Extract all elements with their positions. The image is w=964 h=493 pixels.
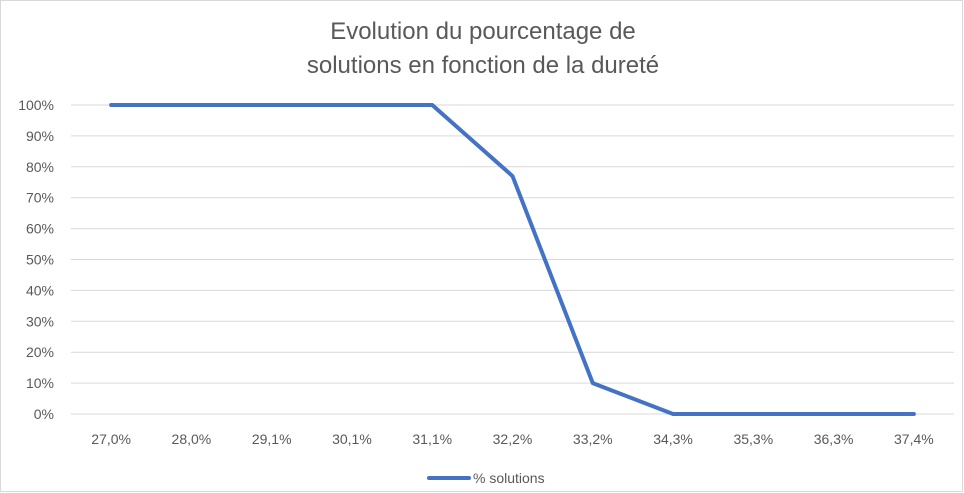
x-tick-label: 31,1% [412,431,452,447]
x-tick-label: 30,1% [332,431,372,447]
x-tick-label: 32,2% [493,431,533,447]
y-tick-label: 70% [26,190,54,206]
y-tick-label: 40% [26,282,54,298]
x-tick-label: 34,3% [653,431,693,447]
chart-title-line-2: solutions en fonction de la dureté [306,52,660,79]
y-tick-label: 90% [26,128,54,144]
x-tick-label: 27,0% [91,431,131,447]
y-tick-label: 100% [18,97,54,113]
x-tick-label: 35,3% [733,431,773,447]
x-tick-label: 33,2% [573,431,613,447]
chart-title-line-1: Evolution du pourcentage de [330,18,636,45]
y-tick-label: 30% [26,313,54,329]
x-tick-label: 28,0% [172,431,212,447]
y-tick-label: 10% [26,375,54,391]
x-tick-label: 36,3% [814,431,854,447]
y-tick-label: 80% [26,159,54,175]
y-tick-label: 0% [34,406,54,422]
x-tick-label: 37,4% [894,431,934,447]
y-tick-label: 50% [26,252,54,268]
chart-title: Evolution du pourcentage de solutions en… [1,15,964,83]
y-tick-label: 20% [26,344,54,360]
x-tick-label: 29,1% [252,431,292,447]
legend-label: % solutions [473,470,545,486]
y-tick-label: 60% [26,221,54,237]
